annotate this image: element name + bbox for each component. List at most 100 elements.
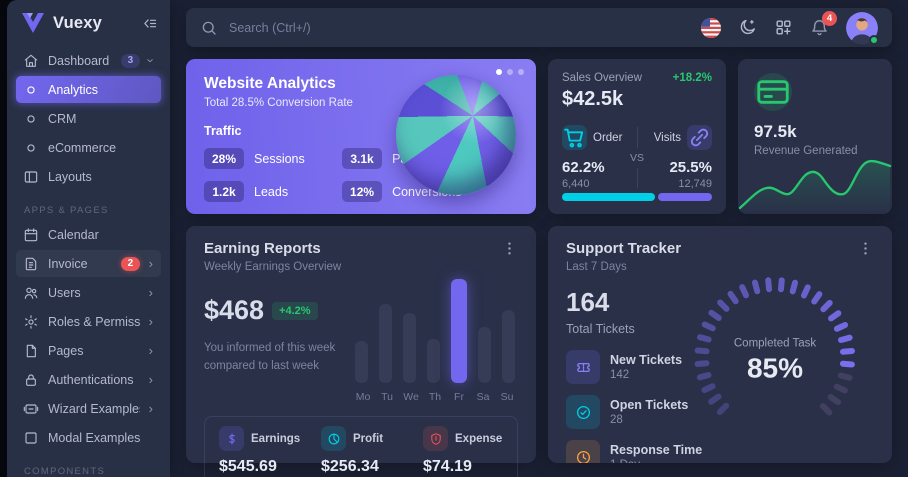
sidebar-item-crm[interactable]: CRM (16, 105, 161, 132)
day-label-we: We (403, 391, 419, 403)
sidebar-item-analytics[interactable]: Analytics (16, 76, 161, 103)
gauge-tick (694, 347, 710, 355)
carousel-dot-2[interactable] (518, 69, 524, 75)
summary-amount: $74.19 (423, 458, 472, 475)
ticket-stat-open-tickets: Open Tickets 28 (566, 395, 746, 429)
day-label-th: Th (428, 391, 442, 403)
weekly-note: You informed of this week compared to la… (204, 342, 336, 373)
sidebar-item-users[interactable]: Users › (16, 279, 161, 306)
sidebar-item-roles-and-permissions[interactable]: Roles & Permissions› (16, 308, 161, 335)
day-label-fr: Fr (454, 391, 464, 403)
notifications-bell-button[interactable]: 4 (810, 11, 837, 37)
gauge-tick (827, 392, 843, 406)
gauge-tick (840, 359, 856, 367)
chevron-right-icon: › (148, 372, 153, 387)
credit-card-icon (754, 73, 792, 111)
chevron-right-icon: › (148, 285, 153, 300)
weekly-bar-chart: Mo Tu We Th Fr Sa Su (352, 279, 518, 403)
gauge-tick (700, 320, 717, 332)
sidebar-item-dashboard[interactable]: Dashboard 3 › (16, 47, 161, 74)
gauge-tick (716, 401, 731, 416)
gauge-value: 85% (746, 352, 804, 384)
gauge-tick (696, 333, 713, 343)
gauge-tick (777, 276, 785, 292)
sidebar-collapse-icon[interactable] (141, 15, 158, 32)
gauge-tick (819, 298, 834, 313)
earning-reports-card: Earning Reports Weekly Earnings Overview… (186, 226, 536, 477)
users-icon (23, 285, 39, 301)
kebab-menu-icon[interactable] (857, 240, 874, 257)
calendar-icon (23, 227, 39, 243)
sidebar-item-wizard-examples[interactable]: Wizard Examples › (16, 395, 161, 422)
chevron-right-icon: › (148, 256, 153, 271)
chevron-right-icon: › (148, 314, 153, 329)
page-icon (23, 343, 39, 359)
gear-icon (23, 314, 39, 330)
traffic-chip-leads: 1.2k (204, 181, 245, 202)
gauge-label: Completed Task (733, 337, 817, 350)
day-label-tu: Tu (381, 391, 393, 403)
support-tracker-subtitle: Last 7 Days (566, 261, 627, 273)
dot-icon (23, 111, 39, 127)
gauge-tick (738, 282, 750, 299)
earnings-summary-box: Earnings $545.69 Profit $256.34 Expense $74.1… (204, 416, 518, 477)
user-avatar[interactable] (846, 11, 879, 45)
visits-label: Visits (653, 131, 681, 144)
modal-icon (23, 430, 39, 446)
sidebar-item-invoice[interactable]: Invoice 2 › (16, 250, 161, 277)
sidebar-item-authentications[interactable]: Authentications › (16, 366, 161, 393)
gauge-tick (694, 359, 710, 367)
website-analytics-subtitle: Total 28.5% Conversion Rate (204, 97, 353, 109)
website-analytics-card: Website Analytics Total 28.5% Conversion… (186, 59, 536, 214)
shortcuts-grid-icon[interactable] (774, 18, 793, 37)
dot-icon (23, 140, 39, 156)
total-tickets-value: 164 (566, 287, 610, 317)
carousel-dot-0[interactable] (496, 69, 502, 75)
kebab-menu-icon[interactable] (501, 240, 518, 257)
carousel-dot-1[interactable] (507, 69, 513, 75)
gauge-tick (716, 298, 731, 313)
traffic-chip-sessions: 28% (204, 148, 245, 169)
dark-mode-moon-icon[interactable] (738, 18, 757, 37)
dot-icon (23, 82, 39, 98)
main-area: 4 Website Analytics Total 28.5% Conversi… (170, 0, 908, 477)
bell-icon (810, 18, 829, 37)
visits-percent: 25.5% (669, 159, 712, 176)
sidebar-item-calendar[interactable]: Calendar (16, 221, 161, 248)
vs-divider: VS (622, 125, 652, 190)
sidebar-item-modal-examples[interactable]: Modal Examples (16, 424, 161, 451)
notification-badge: 4 (822, 11, 837, 26)
search-input[interactable] (227, 19, 528, 36)
navbar-actions: 4 (701, 11, 879, 45)
brand-name: Vuexy (53, 13, 103, 32)
visits-stat: Visits 25.5% 12,749 (652, 125, 712, 190)
gauge-tick (827, 308, 843, 322)
day-label-sa: Sa (476, 391, 490, 403)
order-count: 6,440 (562, 178, 590, 190)
badge: 2 (121, 256, 140, 271)
sidebar-item-layouts[interactable]: Layouts (16, 163, 161, 190)
vuexy-logo-icon (21, 12, 45, 34)
gauge-tick (837, 333, 854, 343)
search[interactable] (200, 19, 701, 37)
sidebar-item-pages[interactable]: Pages › (16, 337, 161, 364)
language-flag-icon[interactable] (701, 17, 721, 38)
summary-profit: Profit $256.34 (321, 426, 401, 477)
bar-fr (451, 279, 467, 383)
dashboard-content: Website Analytics Total 28.5% Conversion… (170, 47, 908, 477)
support-tracker-title: Support Tracker (566, 240, 682, 257)
bar-we (403, 313, 416, 383)
sidebar-item-ecommerce[interactable]: eCommerce (16, 134, 161, 161)
gauge-tick (696, 371, 713, 381)
sidebar-section-apps-and-pages: APPS & PAGES (24, 205, 109, 216)
bar-mo (355, 341, 368, 383)
traffic-label-sessions: Sessions (254, 151, 305, 166)
gauge-tick (751, 278, 761, 295)
traffic-label: Traffic (204, 124, 242, 138)
summary-expense: Expense $74.19 (423, 426, 503, 477)
earning-reports-subtitle: Weekly Earnings Overview (204, 261, 342, 273)
lock-icon (23, 372, 39, 388)
sidebar: Vuexy Dashboard 3 › Analytics CRM eCommerce La… (7, 0, 170, 477)
sales-delta: +18.2% (672, 72, 712, 84)
sales-total: $42.5k (562, 88, 624, 110)
